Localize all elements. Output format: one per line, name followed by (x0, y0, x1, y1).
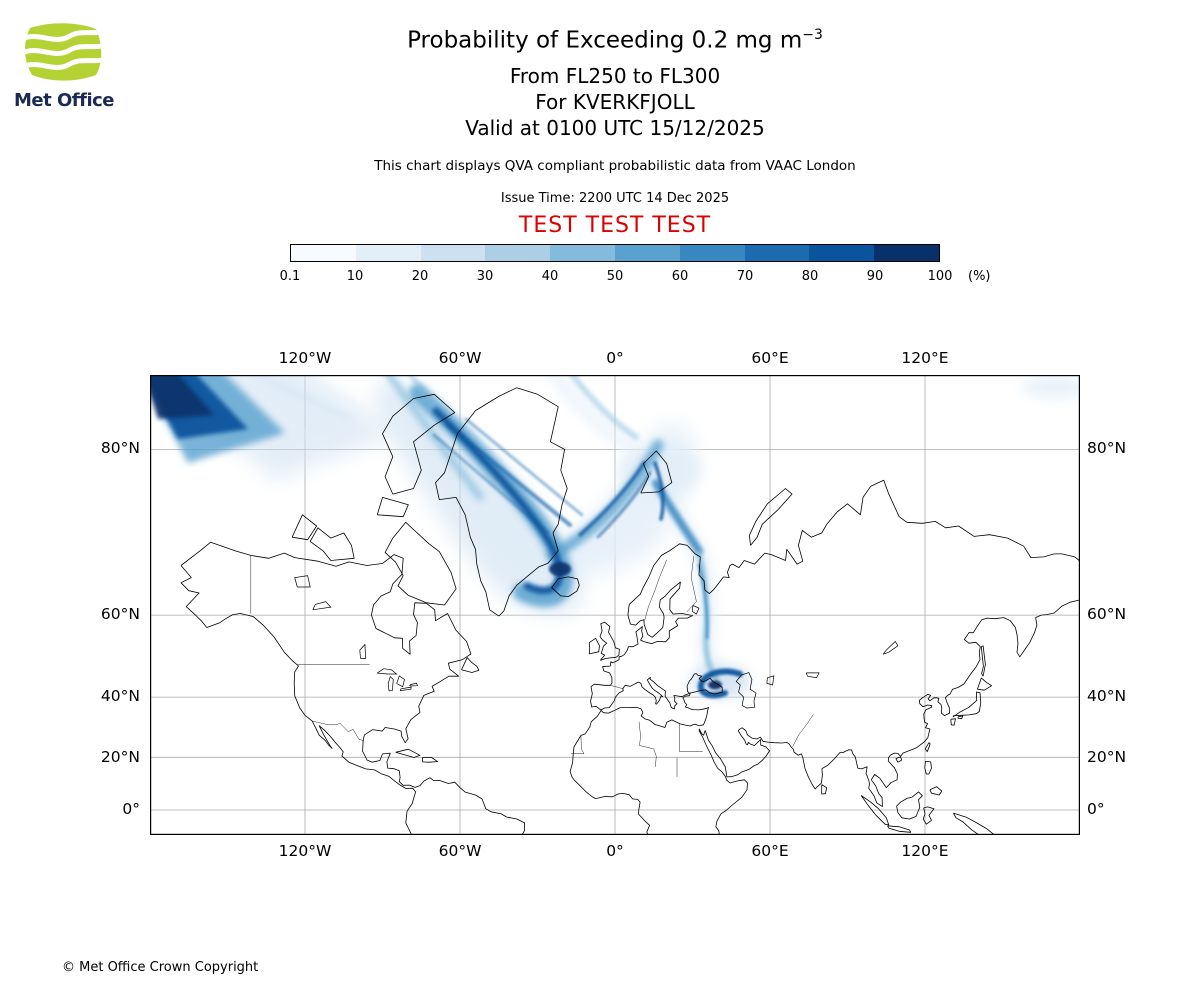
colorbar-segment (550, 245, 615, 261)
longitude-label-top: 60°E (751, 349, 789, 367)
latitude-label-right: 20°N (1087, 747, 1127, 766)
colorbar-tick-label: 40 (541, 269, 559, 284)
chart-title-superscript: −3 (802, 27, 823, 43)
colorbar-tick-label: 0.1 (279, 269, 301, 284)
latitude-label-right: 0° (1087, 800, 1105, 818)
longitude-label-top: 120°E (901, 349, 949, 367)
logo-wave-lines (24, 27, 102, 71)
colorbar-tick-label: 30 (476, 269, 494, 284)
longitude-label-top: 120°W (278, 349, 332, 367)
met-office-logo: Met Office (14, 20, 118, 111)
latitude-label-left: 40°N (100, 687, 140, 706)
latitude-label-left: 20°N (100, 747, 140, 766)
met-office-logo-mark (24, 23, 102, 81)
colorbar-segment (355, 245, 421, 261)
chart-title: Probability of Exceeding 0.2 mg m−3 (30, 27, 1200, 54)
latitude-label-right: 60°N (1087, 605, 1127, 624)
colorbar-segment (679, 245, 745, 261)
colorbar-tick-label: 100 (927, 269, 953, 284)
volcano-line: For KVERKFJOLL (535, 90, 695, 114)
valid-time-line: Valid at 0100 UTC 15/12/2025 (465, 116, 765, 140)
flight-level-line: From FL250 to FL300 (509, 64, 721, 88)
latitude-label-right: 40°N (1087, 687, 1127, 706)
colorbar-tick-label: 90 (866, 269, 884, 284)
colorbar-segment (485, 245, 551, 261)
colorbar-segment (744, 245, 810, 261)
met-office-logo-text: Met Office (14, 90, 115, 111)
longitude-label-bottom: 0° (606, 842, 624, 860)
colorbar-segment (874, 245, 939, 261)
longitude-label-bottom: 120°E (901, 842, 949, 860)
longitude-label-bottom: 60°W (438, 842, 482, 860)
colorbar-segment (614, 245, 680, 261)
longitude-label-top: 0° (606, 349, 624, 367)
copyright-notice: © Met Office Crown Copyright (62, 960, 259, 975)
colorbar-tick-label: 70 (736, 269, 754, 284)
latitude-label-left: 0° (122, 800, 140, 818)
colorbar-tick-label: 20 (411, 269, 429, 284)
colorbar-segment (291, 245, 356, 261)
issue-time: Issue Time: 2200 UTC 14 Dec 2025 (500, 191, 730, 206)
latitude-label-left: 80°N (100, 439, 140, 458)
probability-map (150, 375, 1080, 835)
longitude-label-top: 60°W (438, 349, 482, 367)
latitude-label-right: 80°N (1087, 439, 1127, 458)
latitude-label-left: 60°N (100, 605, 140, 624)
compliance-note: This chart displays QVA compliant probab… (374, 158, 856, 174)
colorbar-tick-label: 50 (606, 269, 624, 284)
colorbar-segment (420, 245, 486, 261)
colorbar-tick-label: 60 (671, 269, 689, 284)
colorbar-segment (809, 245, 875, 261)
colorbar-tick-label: 10 (346, 269, 364, 284)
colorbar-tick-label: 80 (801, 269, 819, 284)
longitude-label-bottom: 120°W (278, 842, 332, 860)
colorbar-tick-labels: 0.1 10 20 30 40 50 60 70 80 90 100 (280, 269, 953, 287)
colorbar-unit-label: (%) (968, 269, 991, 284)
colorbar-scale (290, 244, 940, 262)
test-banner: TEST TEST TEST (518, 213, 712, 238)
chart-title-text: Probability of Exceeding 0.2 mg m (407, 27, 803, 54)
longitude-label-bottom: 60°E (751, 842, 789, 860)
